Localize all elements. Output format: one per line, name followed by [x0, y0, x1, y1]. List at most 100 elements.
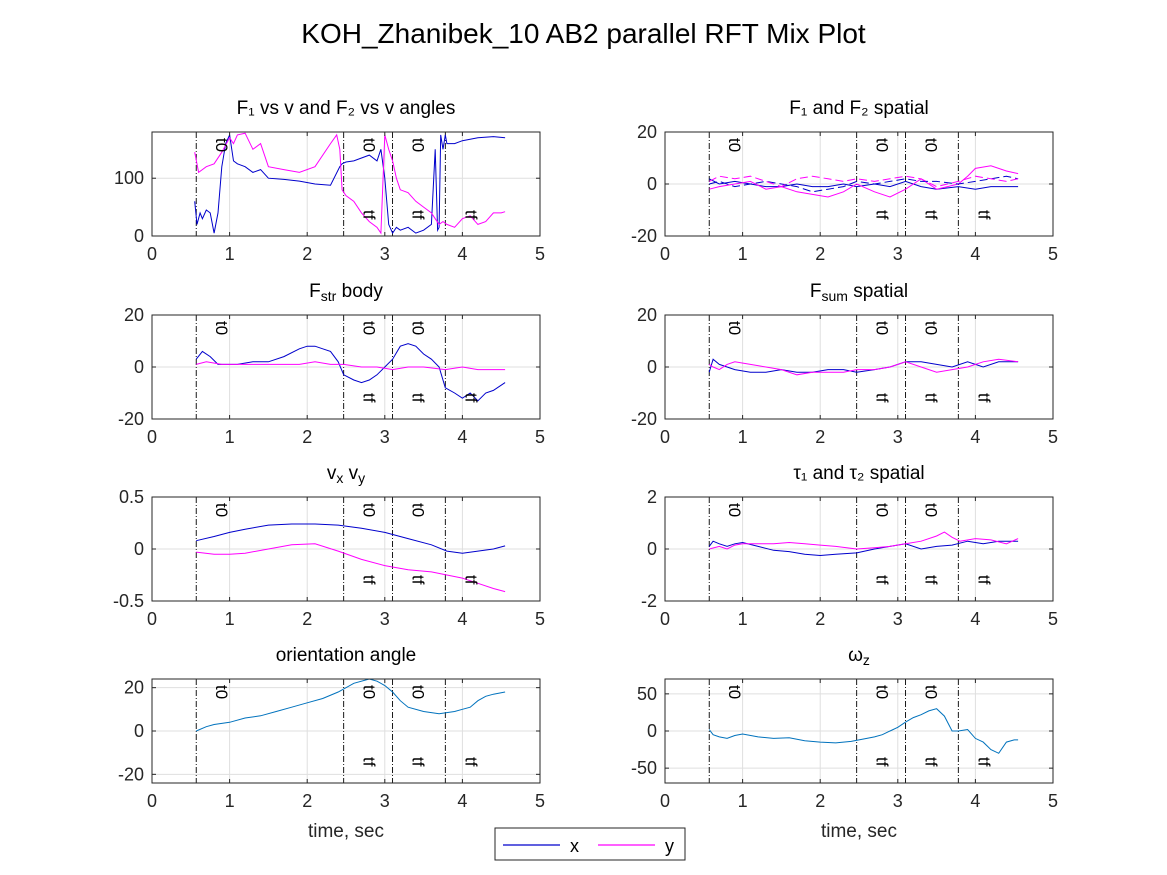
- x-tick-label: 3: [380, 427, 390, 447]
- event-label-tf: tf: [974, 393, 993, 403]
- legend-label-x: x: [570, 836, 579, 856]
- event-label-t0: t0: [725, 685, 744, 699]
- series-line-4: [708, 175, 1019, 188]
- title-segment: v: [385, 98, 395, 119]
- event-label-tf: tf: [461, 575, 480, 585]
- x-tick-label: 4: [457, 244, 467, 264]
- y-tick-label: -20: [118, 409, 144, 429]
- event-label-t0: t0: [212, 138, 231, 152]
- x-tick-label: 4: [457, 791, 467, 811]
- x-axis-label: time, sec: [308, 821, 384, 842]
- title-segment: angles: [399, 98, 455, 119]
- subplot-title: vx vy: [327, 463, 365, 486]
- x-axis-label: time, sec: [821, 821, 897, 842]
- x-tick-label: 0: [147, 791, 157, 811]
- event-label-tf: tf: [974, 757, 993, 767]
- series-line-2: [709, 531, 1019, 550]
- y-tick-label: 2: [647, 487, 657, 507]
- x-tick-label: 5: [1048, 244, 1058, 264]
- x-tick-label: 4: [970, 609, 980, 629]
- event-label-tf: tf: [873, 210, 892, 220]
- title-segment: τ₁: [793, 463, 807, 484]
- x-tick-label: 5: [1048, 427, 1058, 447]
- event-label-t0: t0: [360, 503, 379, 517]
- event-label-tf: tf: [922, 757, 941, 767]
- y-tick-label: 0: [647, 721, 657, 741]
- x-tick-label: 1: [738, 609, 748, 629]
- y-tick-label: 0: [647, 357, 657, 377]
- x-tick-label: 3: [380, 609, 390, 629]
- x-tick-label: 2: [815, 427, 825, 447]
- x-tick-label: 0: [660, 427, 670, 447]
- series-line-1: [708, 358, 1019, 373]
- x-tick-label: 2: [302, 244, 312, 264]
- event-label-tf: tf: [360, 210, 379, 220]
- subplot-title: orientation angle: [276, 645, 417, 666]
- x-tick-label: 3: [893, 244, 903, 264]
- x-tick-label: 4: [970, 791, 980, 811]
- y-tick-label: 20: [637, 122, 657, 142]
- series-line-1: [708, 540, 1019, 557]
- title-segment: and: [299, 98, 331, 119]
- plot-area: [152, 132, 540, 236]
- y-tick-label: 0: [134, 226, 144, 246]
- legend-box: [494, 827, 686, 861]
- y-tick-label: 0: [134, 357, 144, 377]
- event-label-tf: tf: [409, 210, 428, 220]
- title-segment: orientation: [276, 645, 365, 666]
- event-label-tf: tf: [922, 393, 941, 403]
- x-tick-label: 3: [380, 791, 390, 811]
- title-segment: body: [342, 281, 384, 302]
- event-label-tf: tf: [873, 393, 892, 403]
- x-tick-label: 1: [738, 791, 748, 811]
- event-label-tf: tf: [409, 757, 428, 767]
- y-tick-label: -2: [641, 591, 657, 611]
- title-segment: F₁: [789, 98, 807, 119]
- y-tick-label: -20: [631, 226, 657, 246]
- event-label-t0: t0: [873, 503, 892, 517]
- subplot-title: Fsum spatial: [810, 281, 908, 304]
- x-tick-label: 2: [302, 609, 312, 629]
- y-tick-label: 0: [647, 174, 657, 194]
- title-segment: ω: [848, 645, 863, 666]
- x-tick-label: 1: [738, 244, 748, 264]
- legend-label-y: y: [665, 836, 674, 856]
- x-tick-label: 2: [815, 609, 825, 629]
- series-line-2: [196, 361, 506, 371]
- event-label-t0: t0: [409, 138, 428, 152]
- x-tick-label: 1: [225, 244, 235, 264]
- event-label-tf: tf: [409, 575, 428, 585]
- subplot-title: Fstr body: [309, 281, 383, 304]
- event-label-t0: t0: [873, 685, 892, 699]
- event-label-tf: tf: [360, 393, 379, 403]
- title-segment: F: [810, 281, 822, 302]
- y-tick-label: 50: [637, 684, 657, 704]
- title-subscript: x: [336, 470, 343, 486]
- subplot-1: t0 t0 t0 tf tf tf 0 1 2 3 4 5 0 100 F₁ vs v and F₂ vs …: [114, 98, 545, 264]
- x-tick-label: 2: [302, 427, 312, 447]
- x-tick-label: 0: [660, 791, 670, 811]
- title-subscript: str: [321, 288, 337, 304]
- event-label-t0: t0: [409, 503, 428, 517]
- event-label-t0: t0: [409, 321, 428, 335]
- x-tick-label: 0: [660, 244, 670, 264]
- event-label-tf: tf: [974, 575, 993, 585]
- title-subscript: sum: [821, 288, 847, 304]
- event-label-t0: t0: [922, 321, 941, 335]
- x-tick-label: 4: [970, 427, 980, 447]
- title-segment: and: [813, 98, 845, 119]
- event-label-t0: t0: [725, 321, 744, 335]
- x-tick-label: 2: [815, 244, 825, 264]
- title-segment: F₂: [336, 98, 355, 119]
- y-tick-label: 0: [134, 721, 144, 741]
- x-tick-label: 1: [738, 427, 748, 447]
- title-subscript: z: [863, 652, 870, 668]
- y-tick-label: -20: [631, 409, 657, 429]
